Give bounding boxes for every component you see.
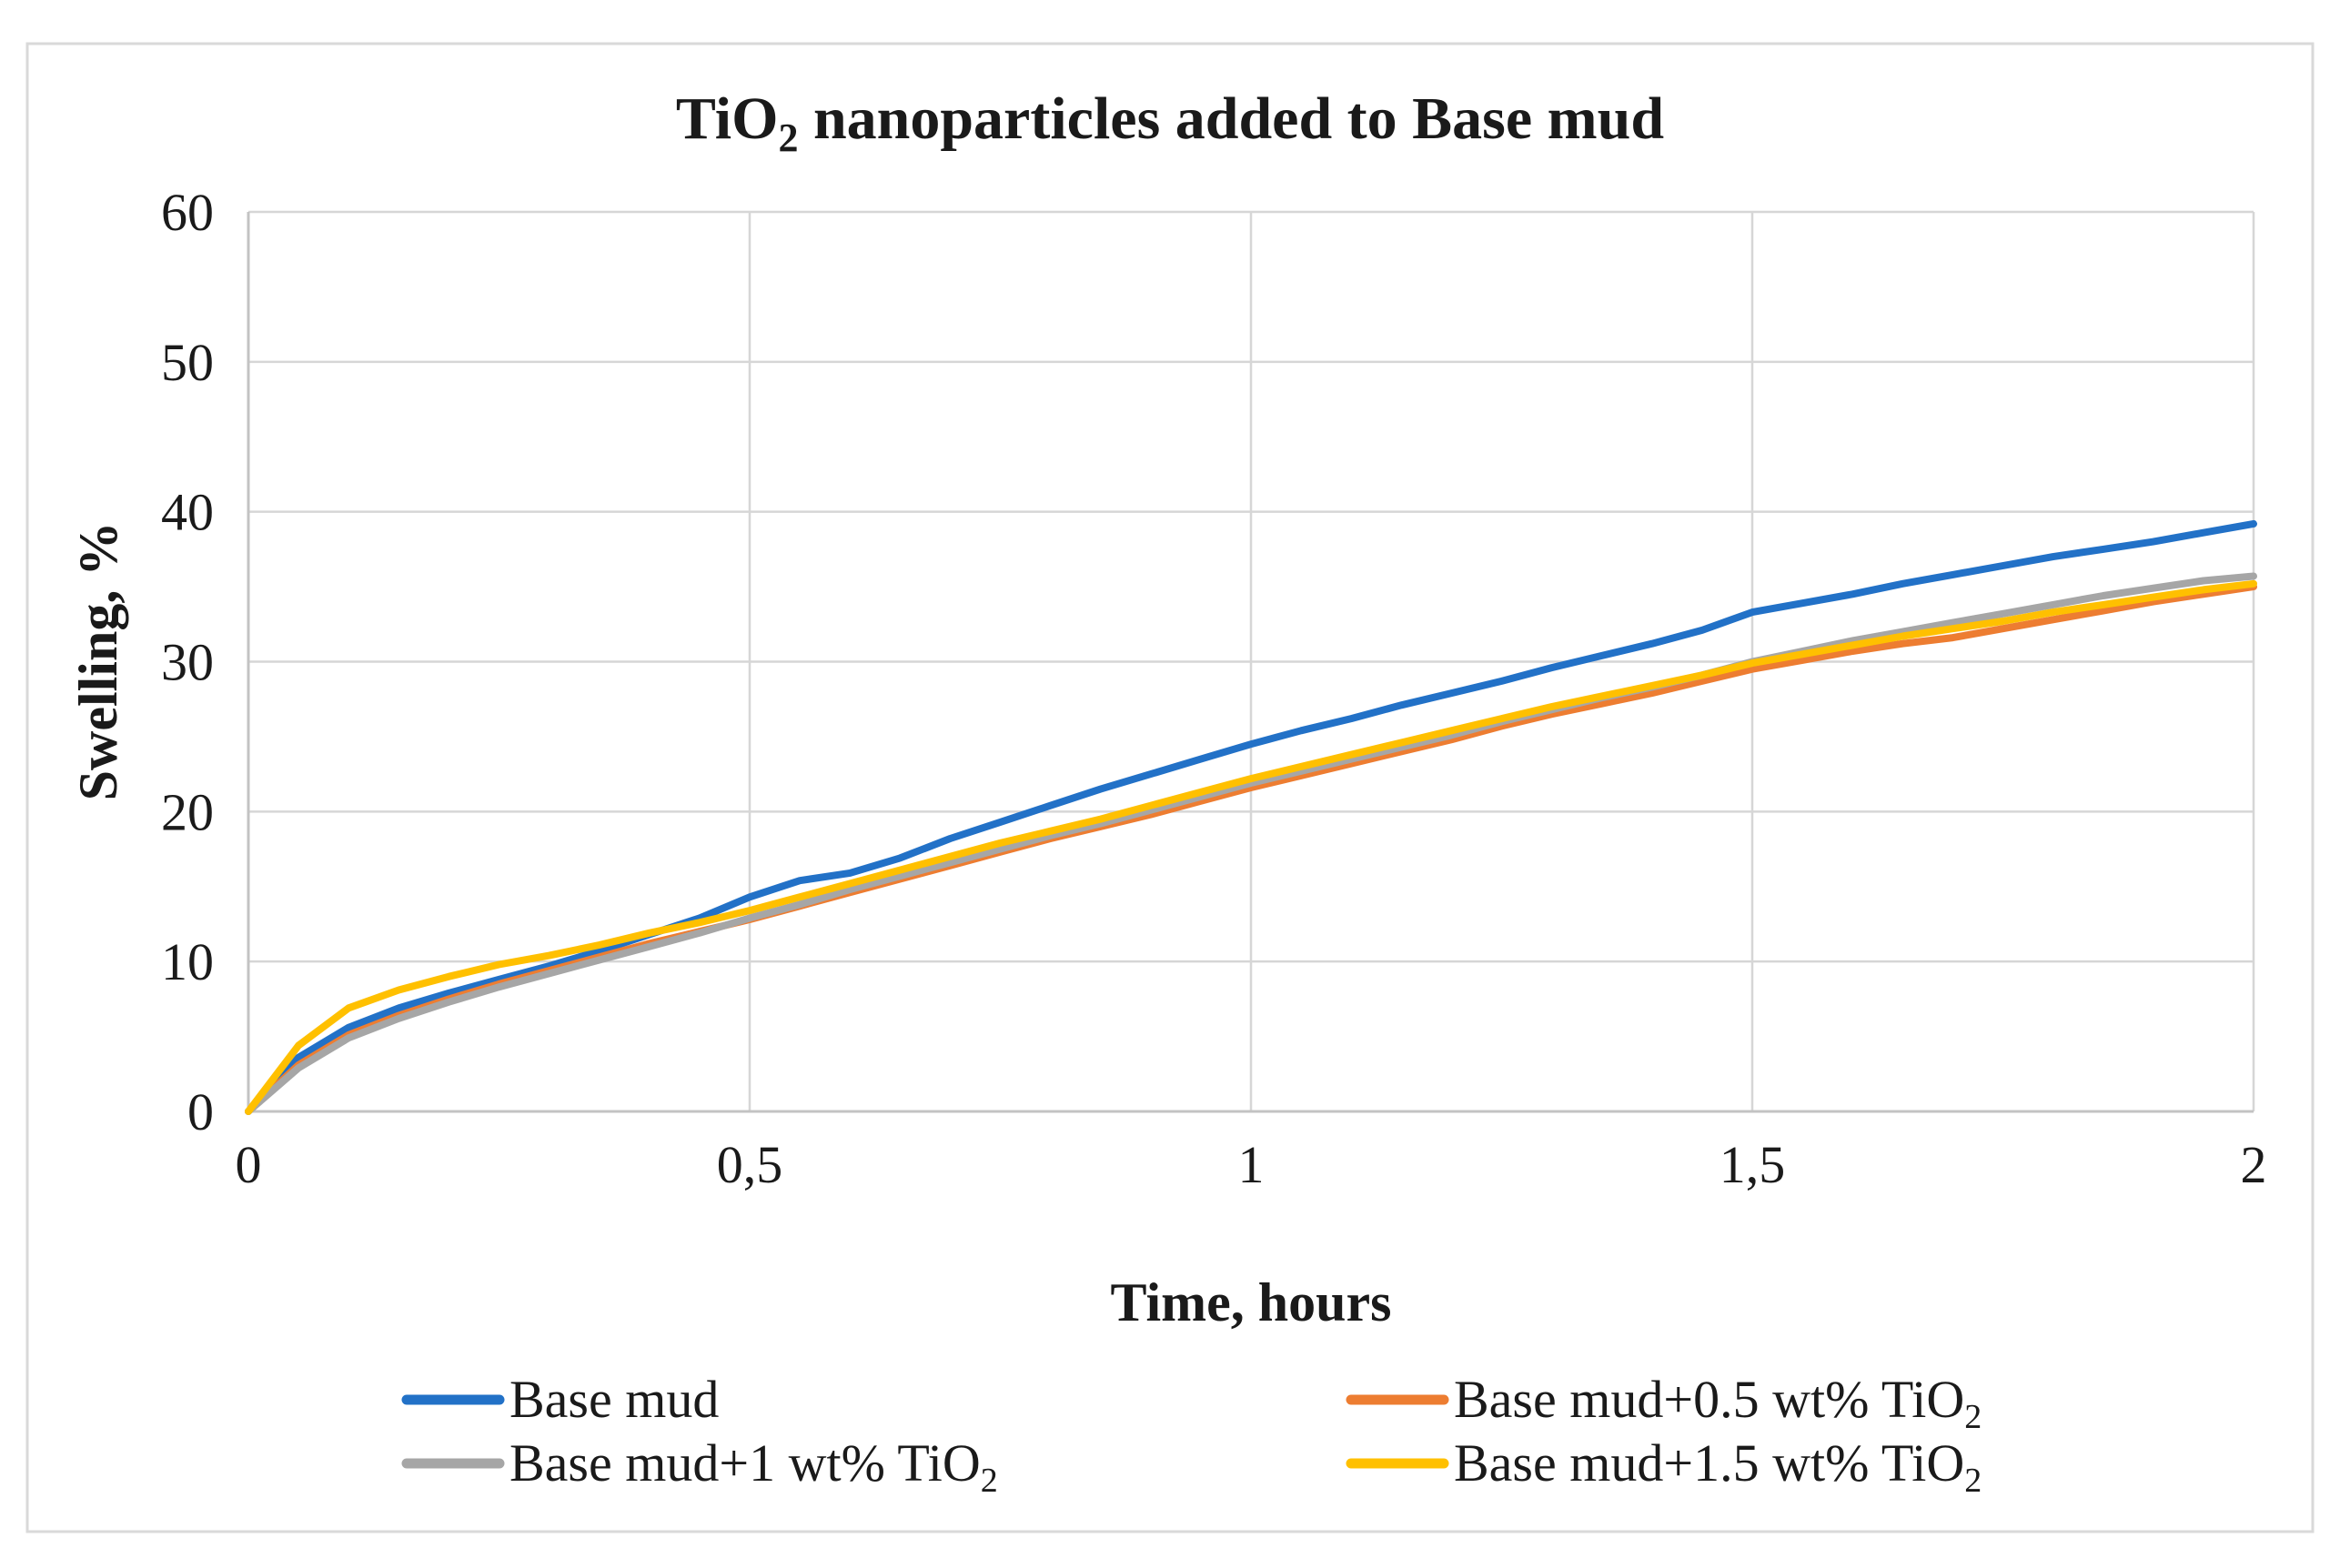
legend-label-text: Base mud+1 wt% TiO bbox=[509, 1433, 981, 1493]
figure-border bbox=[25, 42, 2315, 1533]
legend-label-subscript: 2 bbox=[981, 1462, 998, 1500]
axes bbox=[247, 212, 2254, 1113]
legend-label-subscript: 2 bbox=[1964, 1398, 1982, 1436]
legend-label-text: Base mud bbox=[509, 1370, 719, 1429]
x-axis-tick-labels: 0 0,5 1 1,5 2 bbox=[236, 1135, 2267, 1194]
legend-label-base-mud-0-5-wt-tio2: Base mud+0.5 wt% TiO2 bbox=[1454, 1370, 1982, 1436]
y-tick-label-60: 60 bbox=[161, 183, 214, 242]
legend-label-base-mud-1-wt-tio2: Base mud+1 wt% TiO2 bbox=[509, 1433, 998, 1500]
x-tick-label-0: 0 bbox=[236, 1135, 262, 1194]
y-axis-title: Swelling, % bbox=[68, 522, 128, 801]
x-tick-label-1: 1 bbox=[1238, 1135, 1265, 1194]
y-tick-label-50: 50 bbox=[161, 333, 214, 392]
x-tick-label-2: 2 bbox=[2241, 1135, 2267, 1194]
y-tick-label-10: 10 bbox=[161, 932, 214, 991]
legend-label-text: Base mud+1.5 wt% TiO bbox=[1454, 1433, 1964, 1493]
legend-label-base-mud: Base mud bbox=[509, 1370, 719, 1429]
legend-label-base-mud-1-5-wt-tio2: Base mud+1.5 wt% TiO2 bbox=[1454, 1433, 1982, 1500]
y-tick-label-0: 0 bbox=[187, 1082, 214, 1141]
x-tick-label-1-5: 1,5 bbox=[1720, 1135, 1786, 1194]
chart-title-text: TiO bbox=[676, 85, 779, 152]
y-tick-label-40: 40 bbox=[161, 483, 214, 542]
legend-label-text: Base mud+0.5 wt% TiO bbox=[1454, 1370, 1964, 1429]
chart-title-subscript: 2 bbox=[778, 116, 798, 160]
legend-label-subscript: 2 bbox=[1964, 1462, 1982, 1500]
chart-title: TiO2 nanoparticles added to Base mud bbox=[676, 85, 1664, 160]
y-tick-label-20: 20 bbox=[161, 782, 214, 841]
series-line-base-mud bbox=[245, 519, 2257, 1115]
series-line-base-mud-1-5-wt-tio2 bbox=[245, 579, 2257, 1115]
chart-title-text: nanoparticles added to Base mud bbox=[798, 85, 1664, 152]
y-tick-label-30: 30 bbox=[161, 633, 214, 692]
y-axis-tick-labels: 0 10 20 30 40 50 60 bbox=[161, 183, 214, 1141]
gridlines bbox=[248, 210, 2255, 1111]
x-tick-label-0-5: 0,5 bbox=[717, 1135, 783, 1194]
series-lines bbox=[245, 519, 2257, 1115]
series-line-base-mud-1-wt-tio2 bbox=[245, 572, 2257, 1115]
x-axis-title: Time, hours bbox=[1111, 1272, 1392, 1332]
